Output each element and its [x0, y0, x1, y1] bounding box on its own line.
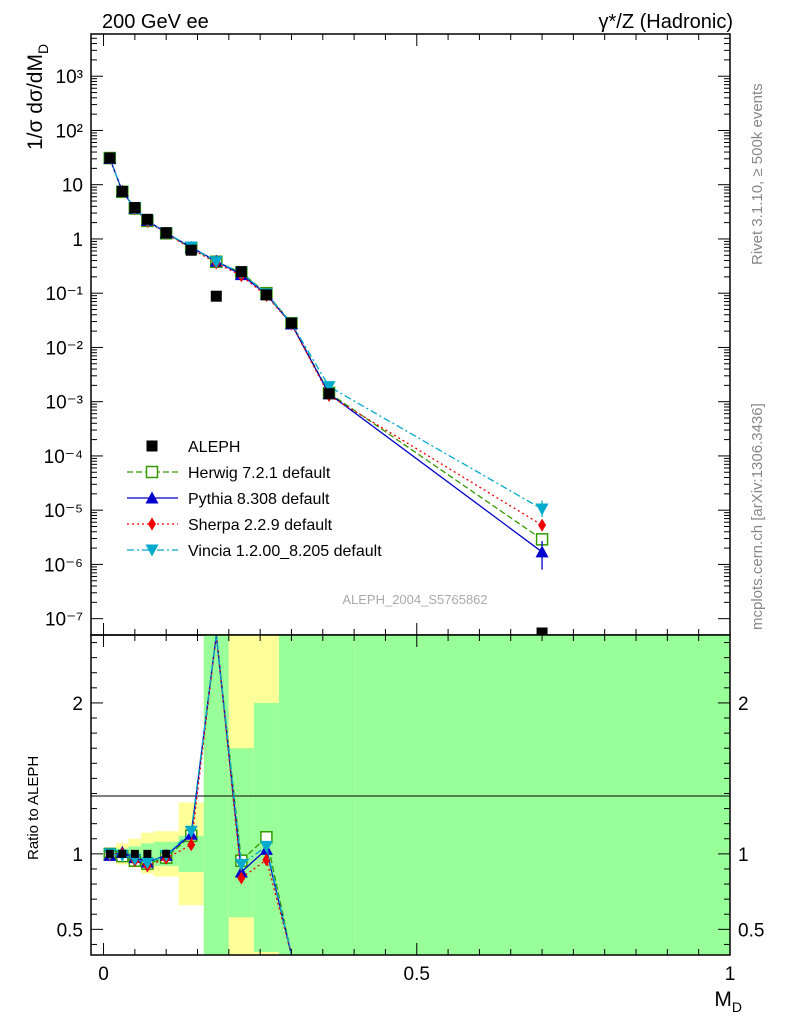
ratio-band-inner [304, 635, 355, 955]
main-point [104, 152, 116, 164]
ratio-series-line [109, 634, 293, 956]
ratio-ytick-label: 1 [72, 845, 83, 866]
main-ytick-label: 10⁻⁷ [45, 610, 83, 631]
ratio-point [143, 849, 152, 858]
main-series-line [109, 157, 543, 540]
main-ytick-label: 10 [62, 176, 83, 197]
legend-entry-vincia-1-2-00-8-205-default: Vincia 1.2.00_8.205 default [127, 543, 382, 560]
main-frame [90, 33, 731, 636]
ratio-ytick-label-right: 0.5 [738, 920, 764, 941]
legend-label: Sherpa 2.2.9 default [188, 517, 333, 534]
ratio-ytick-label: 0.5 [57, 920, 83, 941]
ratio-frame [90, 634, 731, 956]
main-ytick-label: 10⁻⁵ [44, 501, 83, 522]
legend-entry-pythia-8-308-default: Pythia 8.308 default [127, 491, 330, 508]
ratio-series-line [109, 634, 293, 956]
x-axis-label-sub: D [732, 999, 742, 1015]
main-point [160, 227, 172, 239]
main-point [185, 244, 197, 256]
legend-entry-aleph: ALEPH [146, 439, 240, 456]
main-point [210, 290, 222, 302]
legend-marker [145, 465, 159, 479]
main-ytick-label: 10³ [56, 67, 83, 88]
ratio-ytick-label-right: 2 [738, 694, 749, 715]
ratio-point [187, 838, 196, 852]
legend-marker [145, 544, 159, 557]
ratio-point [234, 858, 248, 871]
xtick-label: 0.5 [404, 964, 430, 985]
main-ytick-label: 10⁻⁶ [44, 555, 83, 576]
ratio-point [118, 849, 127, 858]
legend-marker [145, 491, 159, 504]
main-ytick-label: 10⁻³ [46, 393, 84, 414]
ratio-band-inner [253, 702, 279, 952]
main-series-line [109, 157, 543, 526]
main-ytick-label: 10⁻⁴ [44, 447, 83, 468]
legend-marker [148, 517, 156, 531]
ratio-series-aleph [105, 849, 171, 858]
main-ytick-label: 10⁻² [46, 338, 84, 359]
ratio-point [259, 840, 273, 853]
main-ylabel-sub: D [35, 44, 51, 54]
ratio-point [140, 857, 154, 870]
legend-label: Herwig 7.2.1 default [188, 465, 331, 482]
ratio-point [162, 849, 171, 858]
header-left: 200 GeV ee [102, 11, 209, 33]
main-series-vincia-1-2-00-8-205-default [103, 152, 549, 516]
main-point [260, 289, 272, 301]
ratio-band-inner [228, 748, 254, 918]
ratio-panel: 0.5 0.5 1 1 2 2 0 0.5 1 Ratio to ALEPH MD [25, 634, 764, 1015]
side-label-bottom: mcplots.cern.ch [arXiv:1306.3436] [749, 403, 766, 630]
main-ytick-label: 1 [72, 230, 83, 251]
legend: ALEPH Herwig 7.2.1 default Pythia 8.308 de… [127, 439, 382, 560]
main-series-line [109, 157, 543, 510]
ratio-point [184, 825, 198, 838]
header-right: γ*/Z (Hadronic) [599, 11, 733, 33]
ratio-point [237, 871, 246, 885]
main-point [323, 388, 335, 400]
legend-label: Pythia 8.308 default [188, 491, 330, 508]
main-point [322, 381, 336, 394]
side-label-top: Rivet 3.1.10, ≥ 500k events [749, 83, 766, 265]
main-point [209, 256, 223, 269]
main-point [235, 266, 247, 278]
ratio-series-line [109, 634, 293, 956]
ratio-band-inner [354, 635, 730, 955]
main-ytick-label: 10² [56, 121, 83, 142]
main-ylabel-text: 1/σ dσ/dM [24, 54, 47, 150]
ratio-point [130, 849, 139, 858]
legend-entry-sherpa-2-2-9-default: Sherpa 2.2.9 default [127, 517, 333, 534]
ratio-point [105, 849, 114, 858]
ratio-point [234, 865, 248, 878]
legend-label: Vincia 1.2.00_8.205 default [188, 543, 382, 560]
main-point [116, 185, 128, 197]
main-ytick-label: 10⁻¹ [46, 284, 84, 305]
legend-entry-herwig-7-2-1-default: Herwig 7.2.1 default [127, 465, 331, 482]
xtick-label: 0 [98, 964, 109, 985]
main-point [141, 213, 153, 225]
xtick-label: 1 [725, 964, 736, 985]
main-point [285, 317, 297, 329]
main-series-aleph [104, 152, 548, 639]
main-point [129, 201, 141, 213]
ratio-ylabel: Ratio to ALEPH [25, 756, 42, 860]
ratio-ytick-label-right: 1 [738, 845, 749, 866]
main-ylabel: 1/σ dσ/dMD [24, 44, 51, 150]
watermark: ALEPH_2004_S5765862 [342, 592, 487, 607]
ratio-band-inner [278, 635, 304, 955]
main-series-herwig-7-2-1-default [103, 151, 549, 546]
ratio-ytick-label: 2 [72, 694, 83, 715]
legend-label: ALEPH [188, 439, 240, 456]
main-panel: 10⁻⁷ 10⁻⁶ 10⁻⁵ 10⁻⁴ 10⁻³ 10⁻² 10⁻¹ 1 10 10² 10³ AL… [24, 33, 731, 639]
ratio-band-inner [203, 635, 229, 955]
x-axis-label-text: M [714, 988, 732, 1011]
ratio-point [262, 853, 271, 867]
ratio-series-line [109, 634, 293, 956]
legend-marker [146, 440, 158, 452]
x-axis-label: MD [714, 988, 742, 1015]
